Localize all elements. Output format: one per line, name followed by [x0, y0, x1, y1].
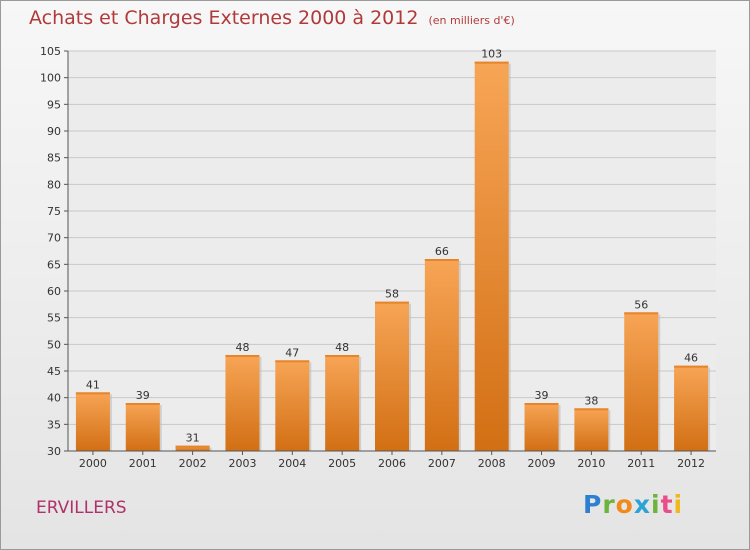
bar — [325, 355, 360, 451]
x-tick-label: 2009 — [528, 457, 556, 470]
y-tick-label: 30 — [47, 445, 61, 458]
value-label: 38 — [584, 394, 598, 407]
x-tick-label: 2007 — [428, 457, 456, 470]
bar-cap — [275, 360, 310, 363]
bar — [424, 259, 459, 451]
bar — [225, 355, 260, 451]
bar-cap — [75, 392, 110, 395]
x-tick-label: 2001 — [129, 457, 157, 470]
value-label: 103 — [481, 48, 502, 61]
bar-cap — [424, 259, 459, 261]
x-tick-label: 2006 — [378, 457, 406, 470]
y-tick-label: 75 — [47, 205, 61, 218]
y-tick-label: 90 — [47, 125, 61, 138]
y-tick-label: 55 — [47, 312, 61, 325]
y-tick-label: 95 — [47, 98, 61, 111]
y-tick-label: 100 — [40, 72, 61, 85]
bar-cap — [225, 355, 260, 357]
y-axis-labels: 30 35 40 45 50 55 60 65 70 75 80 85 90 95 100 105 — [40, 45, 61, 458]
x-tick-label: 2012 — [677, 457, 705, 470]
bar-cap — [674, 365, 709, 368]
x-tick-label: 2010 — [577, 457, 605, 470]
bar-cap — [474, 61, 509, 64]
value-label: 66 — [435, 245, 449, 258]
chart-title: Achats et Charges Externes 2000 à 2012 (e… — [29, 7, 515, 29]
value-label: 41 — [86, 378, 100, 391]
x-tick-label: 2008 — [478, 457, 506, 470]
y-tick-label: 40 — [47, 392, 61, 405]
bar — [574, 408, 609, 451]
bar — [674, 365, 709, 451]
bar-cap — [375, 301, 409, 304]
x-tick-label: 2005 — [328, 457, 356, 470]
x-axis-labels: 2000 2001 2002 2003 2004 2005 2006 2007 2008 2009… — [79, 451, 705, 470]
y-tick-label: 80 — [47, 178, 61, 191]
bar — [524, 403, 559, 451]
x-tick-label: 2011 — [627, 457, 655, 470]
unit-text: (en milliers d'€) — [428, 14, 515, 27]
x-tick-label: 2002 — [179, 457, 207, 470]
bar-cap — [125, 403, 160, 405]
commune-name: ERVILLERS — [36, 498, 127, 518]
y-tick-label: 60 — [47, 285, 61, 298]
bar-cap — [574, 408, 609, 411]
value-label: 47 — [285, 346, 299, 359]
value-label: 39 — [535, 389, 549, 402]
bar — [275, 360, 310, 451]
x-tick-label: 2004 — [278, 457, 306, 470]
bar-cap — [175, 445, 210, 448]
bar — [474, 61, 509, 452]
title-text: Achats et Charges Externes 2000 à 2012 — [29, 7, 419, 29]
value-label: 48 — [235, 341, 249, 354]
value-label: 46 — [684, 352, 698, 365]
bar — [375, 301, 409, 451]
value-label: 39 — [136, 389, 150, 402]
bar — [125, 403, 160, 451]
bars — [75, 61, 711, 452]
value-label: 58 — [385, 288, 399, 301]
bar — [175, 445, 210, 451]
x-tick-label: 2003 — [228, 457, 256, 470]
value-label: 56 — [634, 298, 648, 311]
proxiti-logo: Proxiti — [583, 490, 684, 519]
value-label: 48 — [335, 341, 349, 354]
y-tick-label: 35 — [47, 418, 61, 431]
bar-cap — [624, 312, 659, 315]
value-labels: 41 39 31 48 47 48 58 66 103 39 38 56 46 — [86, 48, 698, 445]
y-tick-label: 70 — [47, 232, 61, 245]
y-tick-label: 50 — [47, 338, 61, 351]
bar-cap — [524, 403, 559, 405]
x-tick-label: 2000 — [79, 457, 107, 470]
bar-cap — [325, 355, 360, 357]
y-tick-label: 85 — [47, 152, 61, 165]
bar — [624, 312, 659, 451]
y-tick-label: 65 — [47, 258, 61, 271]
y-tick-label: 105 — [40, 45, 61, 58]
bar — [75, 392, 110, 451]
y-tick-label: 45 — [47, 365, 61, 378]
value-label: 31 — [186, 432, 200, 445]
